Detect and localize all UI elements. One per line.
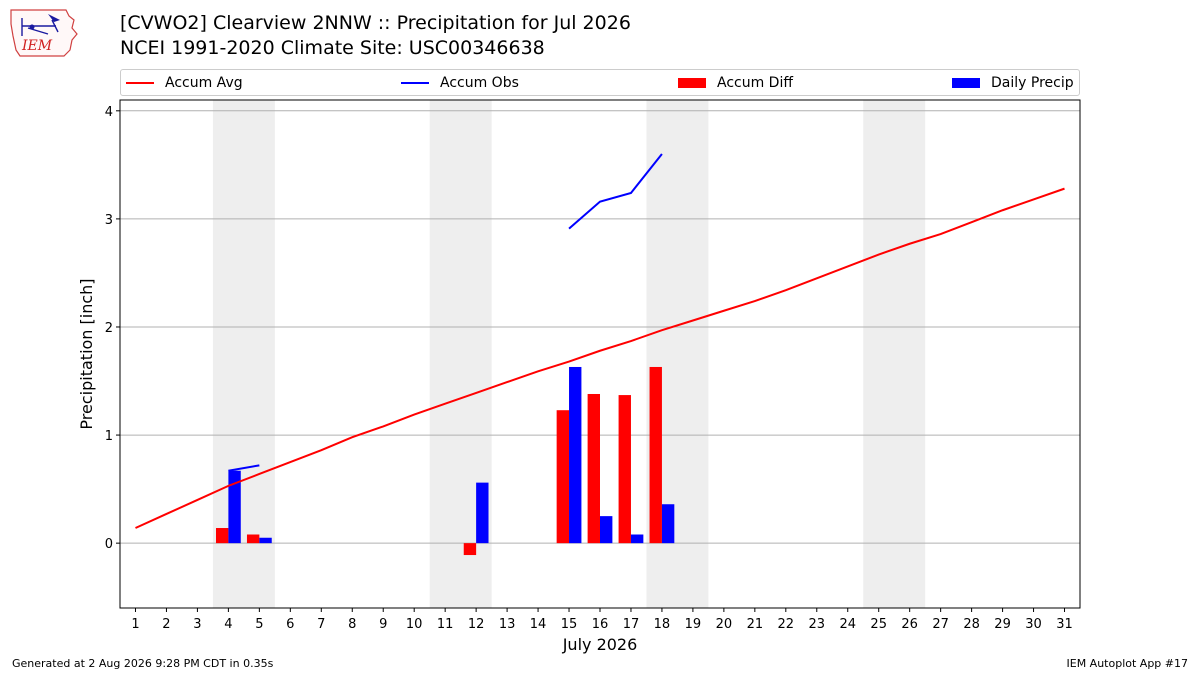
x-tick-label-31: 31 [1056,617,1073,632]
daily-precip-bar-5 [259,537,272,544]
x-axis-label: July 2026 [562,635,638,654]
x-tick-label-8: 8 [348,617,356,632]
daily-precip-bar-16 [600,516,613,544]
x-tick-label-25: 25 [870,617,887,632]
daily-precip-bar-12 [476,482,489,544]
x-tick-label-3: 3 [193,617,201,632]
legend-swatch-precip [952,77,980,88]
x-tick-label-21: 21 [747,617,764,632]
x-tick-label-22: 22 [778,617,795,632]
y-tick-label-3: 3 [105,213,113,228]
x-tick-label-20: 20 [716,617,733,632]
x-tick-label-26: 26 [901,617,918,632]
x-tick-label-11: 11 [437,617,454,632]
accum-diff-bar-17 [618,395,631,544]
legend-label-obs: Accum Obs [440,74,519,91]
x-tick-label-24: 24 [839,617,856,632]
app-label: IEM Autoplot App #17 [1066,657,1189,670]
chart-title: [CVWO2] Clearview 2NNW :: Precipitation … [120,12,631,34]
x-tick-label-6: 6 [286,617,294,632]
legend-label-avg: Accum Avg [165,74,243,91]
x-tick-label-30: 30 [1025,617,1042,632]
logo-text: IEM [21,38,53,54]
accum-diff-bar-18 [649,366,662,544]
x-tick-label-16: 16 [592,617,609,632]
x-tick-label-12: 12 [468,617,485,632]
x-axis-ticks: 1 2 3 4 5 6 7 8 9 10 11 12 13 14 15 16 17 18 19 20 21 22 23 24 2… [131,608,1073,632]
x-tick-label-17: 17 [623,617,640,632]
x-tick-label-9: 9 [379,617,387,632]
accum-obs-line-1 [568,153,663,230]
legend-label-diff: Accum Diff [717,74,794,91]
iem-logo: IEM [8,6,80,58]
x-tick-label-14: 14 [530,617,547,632]
legend-label-precip: Daily Precip [991,74,1074,91]
x-tick-label-18: 18 [654,617,671,632]
legend-swatch-avg [126,81,154,84]
legend: Accum Avg Accum Obs Accum Diff Daily Pre… [120,69,1080,96]
x-tick-label-23: 23 [809,617,826,632]
weekend-band-25-26 [863,100,926,608]
x-tick-label-19: 19 [685,617,702,632]
bars [216,366,675,556]
daily-precip-bar-4 [228,470,241,544]
y-tick-label-1: 1 [105,429,113,444]
chart-subtitle: NCEI 1991-2020 Climate Site: USC00346638 [120,37,545,59]
x-tick-label-10: 10 [406,617,423,632]
accum-avg-line [135,187,1065,529]
x-tick-label-7: 7 [317,617,325,632]
x-tick-label-29: 29 [994,617,1011,632]
y-tick-label-0: 0 [105,537,113,552]
x-tick-label-13: 13 [499,617,516,632]
x-tick-label-5: 5 [255,617,263,632]
legend-item-accum-avg: Accum Avg [126,70,243,95]
weekend-band-4-5 [212,100,275,608]
y-tick-label-2: 2 [105,321,113,336]
x-tick-label-1: 1 [131,617,139,632]
daily-precip-bar-17 [630,534,644,544]
legend-swatch-diff [678,77,706,88]
lines [135,153,1065,529]
x-tick-label-28: 28 [963,617,980,632]
x-tick-label-15: 15 [561,617,578,632]
accum-obs-line-0 [228,464,260,472]
generated-timestamp: Generated at 2 Aug 2026 9:28 PM CDT in 0… [12,657,274,670]
iem-iowa-logo: IEM [10,9,78,57]
daily-precip-bar-18 [661,504,675,544]
accum-diff-bar-12 [463,543,477,556]
legend-swatch-obs [401,81,429,84]
accum-diff-bar-16 [587,393,600,544]
legend-item-daily-precip: Daily Precip [952,70,1074,95]
y-axis-label: Precipitation [inch] [77,278,96,429]
x-tick-label-4: 4 [224,617,232,632]
accum-diff-bar-5 [246,534,260,544]
accum-diff-bar-4 [216,528,229,544]
x-tick-label-27: 27 [932,617,949,632]
y-tick-label-4: 4 [105,105,113,120]
x-tick-label-2: 2 [162,617,170,632]
accum-diff-bar-15 [556,410,570,544]
legend-item-accum-diff: Accum Diff [678,70,793,95]
daily-precip-bar-15 [569,366,582,544]
y-axis-ticks: 0 1 2 3 4 [105,105,120,552]
legend-item-accum-obs: Accum Obs [401,70,519,95]
